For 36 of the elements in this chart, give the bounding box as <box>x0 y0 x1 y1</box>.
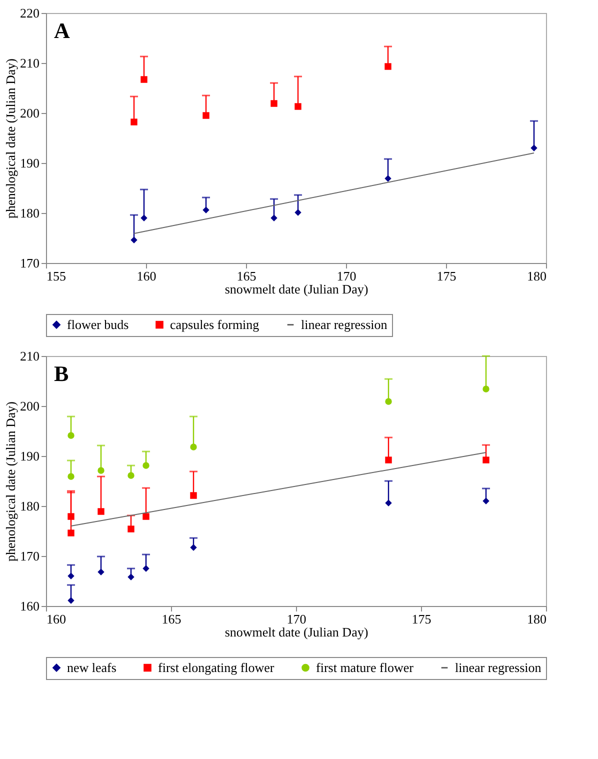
legend-label: linear regression <box>455 660 542 675</box>
y-tick-label: 160 <box>20 598 40 614</box>
x-tick-label: 165 <box>162 612 182 626</box>
x-tick-label: 175 <box>436 268 456 284</box>
y-tick-label: 220 <box>20 6 40 20</box>
x-axis-title: snowmelt date (Julian Day) <box>224 624 368 640</box>
y-tick-label: 190 <box>20 156 40 170</box>
legend-label: capsules forming <box>170 316 260 332</box>
legend-label: new leafs <box>67 660 116 675</box>
annotation: A <box>54 18 70 43</box>
y-axis-title: phenological date (Julian Day) <box>3 58 18 218</box>
x-tick-label: 170 <box>336 268 356 284</box>
y-tick-label: 170 <box>20 256 40 270</box>
legend-label: first mature flower <box>316 660 414 675</box>
y-tick-label: 190 <box>20 448 40 464</box>
x-tick-label: 170 <box>286 612 306 626</box>
x-tick-label: 175 <box>412 612 432 626</box>
x-axis-title: snowmelt date (Julian Day) <box>224 282 368 296</box>
legend-label: flower buds <box>67 316 129 332</box>
x-tick-label: 155 <box>46 268 66 284</box>
y-tick-label: 210 <box>20 56 40 70</box>
y-tick-label: 210 <box>20 348 40 364</box>
y-axis-title: phenological date (Julian Day) <box>3 402 18 562</box>
legend-label: linear regression <box>301 316 388 332</box>
y-tick-label: 170 <box>20 548 40 564</box>
y-tick-label: 200 <box>20 106 40 120</box>
x-tick-label: 160 <box>136 268 156 284</box>
x-tick-label: 160 <box>46 612 66 626</box>
y-tick-label: 180 <box>20 498 40 514</box>
x-tick-label: 180 <box>527 612 546 626</box>
x-tick-label: 165 <box>236 268 256 284</box>
y-tick-label: 200 <box>20 398 40 414</box>
y-tick-label: 180 <box>20 206 40 220</box>
x-tick-label: 180 <box>527 268 546 284</box>
annotation: B <box>54 361 69 386</box>
legend-label: first elongating flower <box>158 660 275 675</box>
